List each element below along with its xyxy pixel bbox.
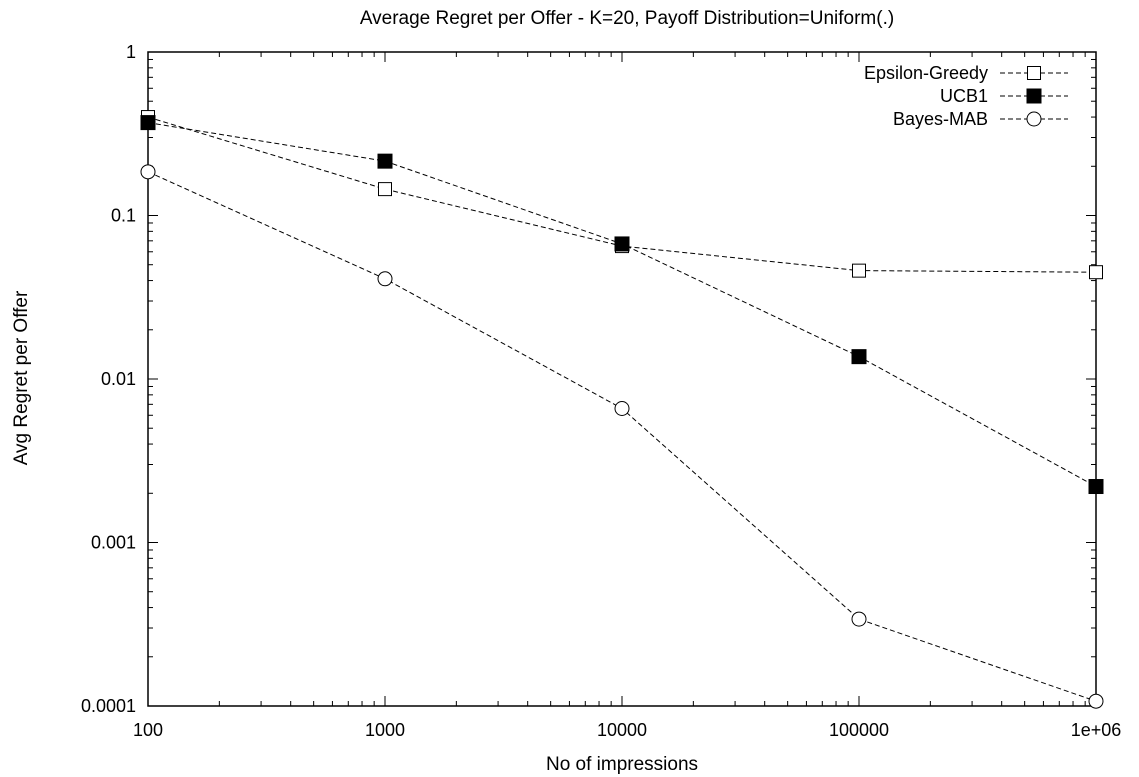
axis-ticks (147, 51, 1097, 707)
data-point (1088, 693, 1104, 709)
plot-area-frame (147, 51, 1097, 707)
x-tick-label: 100000 (829, 720, 889, 740)
data-point (377, 153, 393, 169)
data-point (614, 401, 630, 417)
legend-label: Epsilon-Greedy (864, 63, 988, 83)
series-epsilon-greedy (141, 110, 1103, 280)
series-line (147, 122, 1097, 487)
data-point (1088, 479, 1104, 495)
data-point (851, 611, 867, 627)
y-tick-label: 0.0001 (81, 696, 136, 716)
data-point (140, 164, 156, 180)
legend-label: Bayes-MAB (893, 109, 988, 129)
y-tick-label: 0.01 (101, 369, 136, 389)
data-point (851, 349, 867, 365)
x-tick-label: 100 (133, 720, 163, 740)
legend-marker (1026, 88, 1042, 104)
legend: Epsilon-Greedy UCB1 Bayes-MAB (864, 63, 1068, 129)
y-tick-label: 0.001 (91, 533, 136, 553)
y-tick-label: 0.1 (111, 206, 136, 226)
legend-label: UCB1 (940, 86, 988, 106)
series-layer (140, 110, 1104, 709)
data-point (378, 182, 392, 197)
chart-title: Average Regret per Offer - K=20, Payoff … (360, 8, 894, 29)
data-point (852, 263, 866, 278)
axis-tick-labels: 100 1000 10000 100000 1e+06 1 0.1 0.01 0.001 0.00… (81, 42, 1121, 740)
series-ucb1 (140, 115, 1104, 495)
data-point (140, 115, 156, 131)
y-axis-label: Avg Regret per Offer (11, 290, 32, 465)
legend-marker (1027, 66, 1041, 80)
series-bayes-mab (140, 164, 1104, 709)
x-tick-label: 10000 (597, 720, 647, 740)
x-tick-label: 1000 (365, 720, 405, 740)
x-tick-label: 1e+06 (1071, 720, 1122, 740)
data-point (1089, 265, 1103, 280)
legend-marker (1026, 111, 1042, 127)
x-axis-label: No of impressions (546, 754, 698, 775)
y-tick-label: 1 (126, 42, 136, 62)
data-point (377, 271, 393, 287)
data-point (614, 236, 630, 252)
